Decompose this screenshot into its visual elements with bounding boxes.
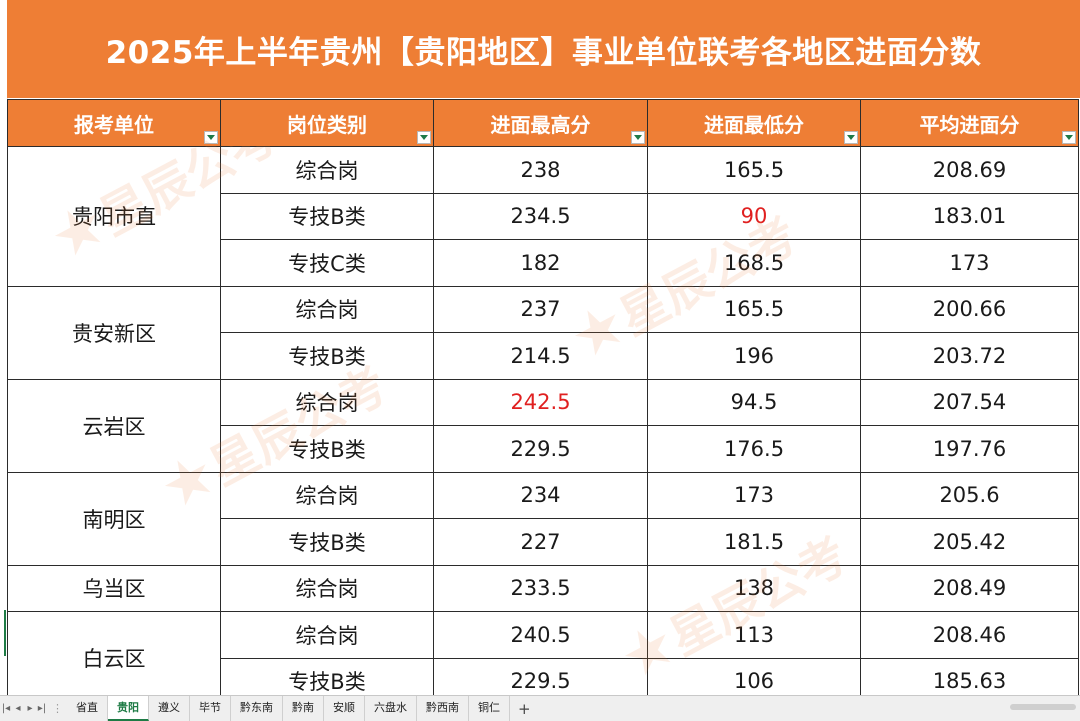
min-score-cell[interactable]: 196 [647,332,861,380]
avg-score-cell[interactable]: 173 [860,239,1079,287]
table-body: 贵阳市直 综合岗 238 165.5 208.69 专技B类 234.5 90 … [7,146,1079,695]
tab-6[interactable]: 安顺 [324,696,365,721]
unit-cell[interactable]: 南明区 [7,471,221,566]
unit-cell[interactable]: 云岩区 [7,378,221,473]
min-score-cell[interactable]: 165.5 [647,285,861,333]
avg-score-cell[interactable]: 208.46 [860,611,1079,659]
max-score-cell[interactable]: 233.5 [433,564,648,612]
max-score-cell[interactable]: 240.5 [433,611,648,659]
scores-table: 报考单位 岗位类别 进面最高分 进面最低分 平均进面分 贵阳市直 综合岗 238… [7,99,1079,695]
unit-cell[interactable]: 乌当区 [7,564,221,612]
tab-5[interactable]: 黔南 [283,696,324,721]
min-score-cell[interactable]: 173 [647,471,861,519]
filter-dropdown-icon[interactable] [631,131,645,144]
tab-1-active[interactable]: 贵阳 [108,696,149,721]
category-cell[interactable]: 专技B类 [220,332,434,380]
first-sheet-icon[interactable]: |◂ [1,703,11,714]
table-row: 专技B类 229.5 106 185.63 [8,657,1079,695]
avg-score-cell[interactable]: 208.69 [860,146,1079,194]
min-score-cell[interactable]: 94.5 [647,378,861,426]
unit-cell[interactable]: 贵阳市直 [7,146,221,287]
max-score-cell[interactable]: 227 [433,518,648,566]
header-unit[interactable]: 报考单位 [7,99,221,147]
max-score-cell[interactable]: 234.5 [433,192,648,240]
max-score-cell[interactable]: 182 [433,239,648,287]
avg-score-cell[interactable]: 205.6 [860,471,1079,519]
table-row: 乌当区 综合岗 233.5 138 208.49 [7,564,1079,612]
min-score-cell[interactable]: 138 [647,564,861,612]
filter-dropdown-icon[interactable] [204,131,218,144]
filter-dropdown-icon[interactable] [844,131,858,144]
max-score-cell[interactable]: 234 [433,471,648,519]
tab-7[interactable]: 六盘水 [365,696,417,721]
tab-9[interactable]: 铜仁 [469,696,510,721]
min-score-cell[interactable]: 181.5 [647,518,861,566]
avg-score-cell[interactable]: 183.01 [860,192,1079,240]
spreadsheet-view: 2025年上半年贵州【贵阳地区】事业单位联考各地区进面分数 报考单位 岗位类别 … [0,0,1080,695]
table-row: 云岩区 综合岗 242.5 94.5 207.54 [7,378,1079,473]
table-row: 专技C类 182 168.5 173 [8,239,1079,287]
table-row: 专技B类 234.5 90 183.01 [8,192,1079,240]
filter-dropdown-icon[interactable] [417,131,431,144]
tab-3[interactable]: 毕节 [190,696,231,721]
tab-4[interactable]: 黔东南 [231,696,283,721]
table-row: 白云区 综合岗 240.5 113 208.46 [7,611,1079,695]
last-sheet-icon[interactable]: ▸| [37,703,47,714]
header-max-score[interactable]: 进面最高分 [433,99,648,147]
avg-score-cell[interactable]: 208.49 [860,564,1079,612]
avg-score-cell[interactable]: 205.42 [860,518,1079,566]
tab-0[interactable]: 省直 [67,696,108,721]
category-cell[interactable]: 综合岗 [220,285,434,333]
unit-cell[interactable]: 白云区 [7,611,221,695]
header-min-score[interactable]: 进面最低分 [647,99,861,147]
max-score-cell[interactable]: 229.5 [433,425,648,473]
sheet-title: 2025年上半年贵州【贵阳地区】事业单位联考各地区进面分数 [105,34,982,71]
table-row: 南明区 综合岗 234 173 205.6 [7,471,1079,566]
table-row: 贵阳市直 综合岗 238 165.5 208.69 [7,146,1079,287]
max-score-cell[interactable]: 229.5 [433,657,648,695]
min-score-cell[interactable]: 176.5 [647,425,861,473]
category-cell[interactable]: 综合岗 [220,146,434,194]
avg-score-cell[interactable]: 207.54 [860,378,1079,426]
header-avg-score[interactable]: 平均进面分 [860,99,1079,147]
max-score-cell[interactable]: 214.5 [433,332,648,380]
avg-score-cell[interactable]: 185.63 [860,657,1079,695]
min-score-cell[interactable]: 106 [647,657,861,695]
next-sheet-icon[interactable]: ▸ [27,703,33,714]
category-cell[interactable]: 综合岗 [220,564,434,612]
unit-cell[interactable]: 贵安新区 [7,285,221,380]
category-cell[interactable]: 专技B类 [220,192,434,240]
tab-8[interactable]: 黔西南 [417,696,469,721]
min-score-cell[interactable]: 113 [647,611,861,659]
header-row: 报考单位 岗位类别 进面最高分 进面最低分 平均进面分 [7,99,1079,147]
min-score-cell[interactable]: 165.5 [647,146,861,194]
max-score-cell-highlighted[interactable]: 242.5 [433,378,648,426]
category-cell[interactable]: 综合岗 [220,378,434,426]
horizontal-scrollbar[interactable] [1010,704,1076,710]
avg-score-cell[interactable]: 197.76 [860,425,1079,473]
category-cell[interactable]: 专技C类 [220,239,434,287]
min-score-cell[interactable]: 168.5 [647,239,861,287]
prev-sheet-icon[interactable]: ◂ [15,703,21,714]
avg-score-cell[interactable]: 200.66 [860,285,1079,333]
filter-dropdown-icon[interactable] [1062,131,1076,144]
tab-2[interactable]: 遵义 [149,696,190,721]
avg-score-cell[interactable]: 203.72 [860,332,1079,380]
category-cell[interactable]: 综合岗 [220,471,434,519]
category-cell[interactable]: 专技B类 [220,518,434,566]
category-cell[interactable]: 专技B类 [220,425,434,473]
sheet-tab-bar: |◂ ◂ ▸ ▸| ⋮ 省直 贵阳 遵义 毕节 黔东南 黔南 安顺 六盘水 黔西… [0,695,1080,721]
table-row: 贵安新区 综合岗 237 165.5 200.66 [7,285,1079,380]
header-category[interactable]: 岗位类别 [220,99,434,147]
active-cell-marker [4,610,6,656]
category-cell[interactable]: 专技B类 [220,657,434,695]
table-row: 专技B类 229.5 176.5 197.76 [8,425,1079,473]
add-sheet-button[interactable]: + [518,699,531,718]
max-score-cell[interactable]: 237 [433,285,648,333]
category-cell[interactable]: 综合岗 [220,611,434,659]
max-score-cell[interactable]: 238 [433,146,648,194]
min-score-cell-highlighted[interactable]: 90 [647,192,861,240]
title-banner[interactable]: 2025年上半年贵州【贵阳地区】事业单位联考各地区进面分数 [7,0,1080,98]
